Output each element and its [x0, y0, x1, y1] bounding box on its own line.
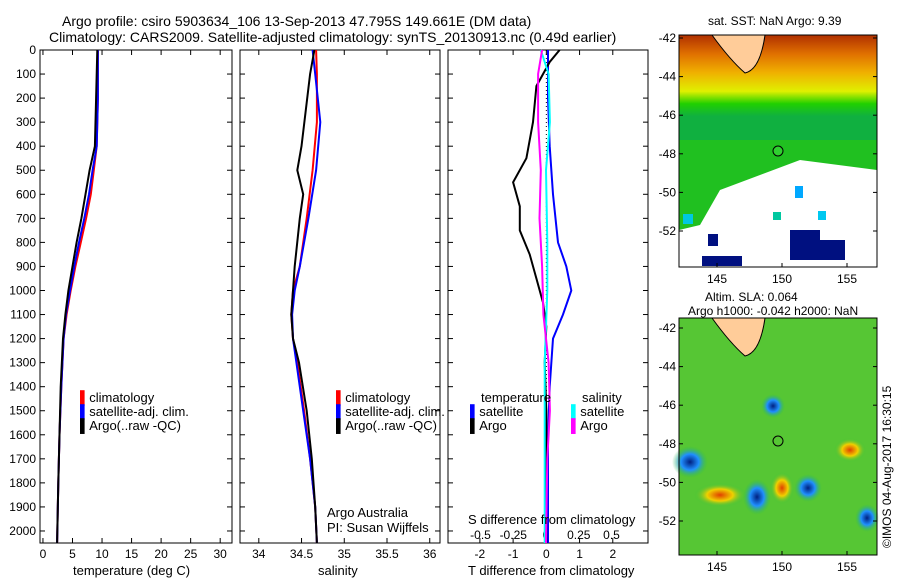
- map-lon-label: 155: [837, 272, 857, 286]
- legend-s-satellite: satellite: [580, 404, 625, 419]
- x-tick-label: 34: [252, 547, 266, 561]
- series-line-satellite-adj-clim-: [291, 49, 322, 544]
- map-lat-label: -48: [659, 437, 677, 451]
- map-lat-label: -46: [659, 398, 677, 412]
- legend-argo: Argo(..raw -QC): [345, 418, 437, 433]
- legend-s-argo: Argo: [580, 418, 608, 433]
- x-tick-label: 0: [543, 547, 550, 561]
- x2-tick-label: 0.5: [603, 528, 620, 542]
- y-tick-label: 1800: [9, 476, 36, 490]
- plot-frame: [39, 49, 233, 544]
- y-tick-label: 500: [16, 163, 36, 177]
- plot-frame: [239, 49, 441, 544]
- legend-temperature-title: temperature: [481, 390, 552, 405]
- y-tick-label: 1500: [9, 404, 36, 418]
- map-lat-label: -44: [659, 360, 677, 374]
- y-tick-label: 400: [16, 139, 36, 153]
- legend-satellite: satellite-adj. clim.: [345, 404, 445, 419]
- y-tick-label: 1700: [9, 452, 36, 466]
- map-lat-label: -52: [659, 224, 677, 238]
- y-tick-label: 800: [16, 235, 36, 249]
- legend-climatology: climatology: [89, 390, 155, 405]
- y-tick-label: 0: [29, 43, 36, 57]
- sla-map-title-1: Altim. SLA: 0.064: [705, 290, 798, 304]
- figure-subtitle: Climatology: CARS2009. Satellite-adjuste…: [49, 29, 617, 45]
- credit: ©IMOS 04-Aug-2017 16:30:15: [880, 385, 894, 548]
- y-tick-label: 2000: [9, 524, 36, 538]
- map-lat-label: -50: [659, 475, 677, 489]
- map-lat-label: -46: [659, 108, 677, 122]
- legend-t-argo: Argo: [479, 418, 507, 433]
- y-tick-label: 700: [16, 211, 36, 225]
- annotation-pi: PI: Susan Wijffels: [327, 520, 429, 535]
- x-axis-label-tdiff: T difference from climatology: [468, 563, 635, 578]
- legend-t-satellite: satellite: [479, 404, 524, 419]
- y-tick-label: 1400: [9, 380, 36, 394]
- series-line-satellite-adj-clim-: [56, 50, 99, 544]
- x-tick-label: 30: [214, 547, 228, 561]
- legend-climatology: climatology: [345, 390, 411, 405]
- x-axis-label-salinity: salinity: [318, 563, 358, 578]
- y-tick-label: 1600: [9, 428, 36, 442]
- x-tick-label: -2: [475, 547, 486, 561]
- x-tick-label: 1: [576, 547, 583, 561]
- map-lat-label: -42: [659, 321, 677, 335]
- series-line-temperature-satellite: [547, 50, 573, 543]
- y-tick-label: 900: [16, 259, 36, 273]
- figure-title: Argo profile: csiro 5903634_106 13-Sep-2…: [62, 13, 532, 29]
- y-tick-label: 1100: [10, 308, 36, 322]
- map-lon-label: 155: [837, 560, 857, 574]
- sla-map: [672, 317, 879, 556]
- y-tick-label: 200: [16, 91, 36, 105]
- map-lat-label: -52: [659, 514, 677, 528]
- x2-tick-label: 0.25: [567, 528, 591, 542]
- series-line-salinity-satellite: [539, 49, 551, 543]
- x-tick-label: 2: [609, 547, 616, 561]
- x-tick-label: 15: [125, 547, 139, 561]
- x-tick-label: 35: [338, 547, 352, 561]
- y-tick-label: 1900: [9, 500, 36, 514]
- x-axis-label-temperature: temperature (deg C): [73, 563, 191, 578]
- map-lon-label: 150: [772, 560, 792, 574]
- x-tick-label: 34.5: [290, 547, 314, 561]
- y-tick-label: 600: [16, 187, 36, 201]
- map-lat-label: -44: [659, 70, 677, 84]
- x-tick-label: 25: [184, 547, 198, 561]
- map-lat-label: -42: [659, 31, 677, 45]
- series-line-argo-raw-qc-: [290, 49, 318, 544]
- x-tick-label: -1: [508, 547, 519, 561]
- series-line-salinity-argo: [537, 49, 551, 544]
- y-tick-label: 300: [16, 115, 36, 129]
- map-lat-label: -50: [659, 185, 677, 199]
- x-tick-label: 5: [69, 547, 76, 561]
- x-tick-label: 0: [40, 547, 47, 561]
- x-tick-label: 20: [154, 547, 168, 561]
- y-tick-label: 100: [16, 67, 36, 81]
- y-tick-label: 1200: [9, 332, 36, 346]
- x-tick-label: 36: [423, 547, 437, 561]
- map-lon-label: 145: [707, 272, 727, 286]
- legend-satellite: satellite-adj. clim.: [89, 404, 189, 419]
- map-lon-label: 145: [707, 560, 727, 574]
- annotation-argo-australia: Argo Australia: [327, 505, 408, 520]
- series-line-temperature-argo: [512, 49, 561, 543]
- map-lon-label: 150: [772, 272, 792, 286]
- x-tick-label: 35.5: [375, 547, 399, 561]
- x2-tick-label: -0.25: [500, 528, 528, 542]
- map-lat-label: -48: [659, 147, 677, 161]
- y-tick-label: 1300: [9, 356, 36, 370]
- legend-salinity-title: salinity: [582, 390, 622, 405]
- x2-tick-label: -0.5: [470, 528, 491, 542]
- x2-axis-label-sdiff: S difference from climatology: [468, 512, 636, 527]
- sla-map-title-2: Argo h1000: -0.042 h2000: NaN: [688, 304, 859, 318]
- series-line-argo-raw-qc-: [56, 49, 99, 544]
- sst-map: [678, 34, 878, 268]
- y-tick-label: 1000: [9, 283, 36, 297]
- x-tick-label: 10: [95, 547, 109, 561]
- series-line-climatology: [56, 50, 99, 544]
- legend-argo: Argo(..raw -QC): [89, 418, 181, 433]
- sst-map-title: sat. SST: NaN Argo: 9.39: [708, 14, 842, 28]
